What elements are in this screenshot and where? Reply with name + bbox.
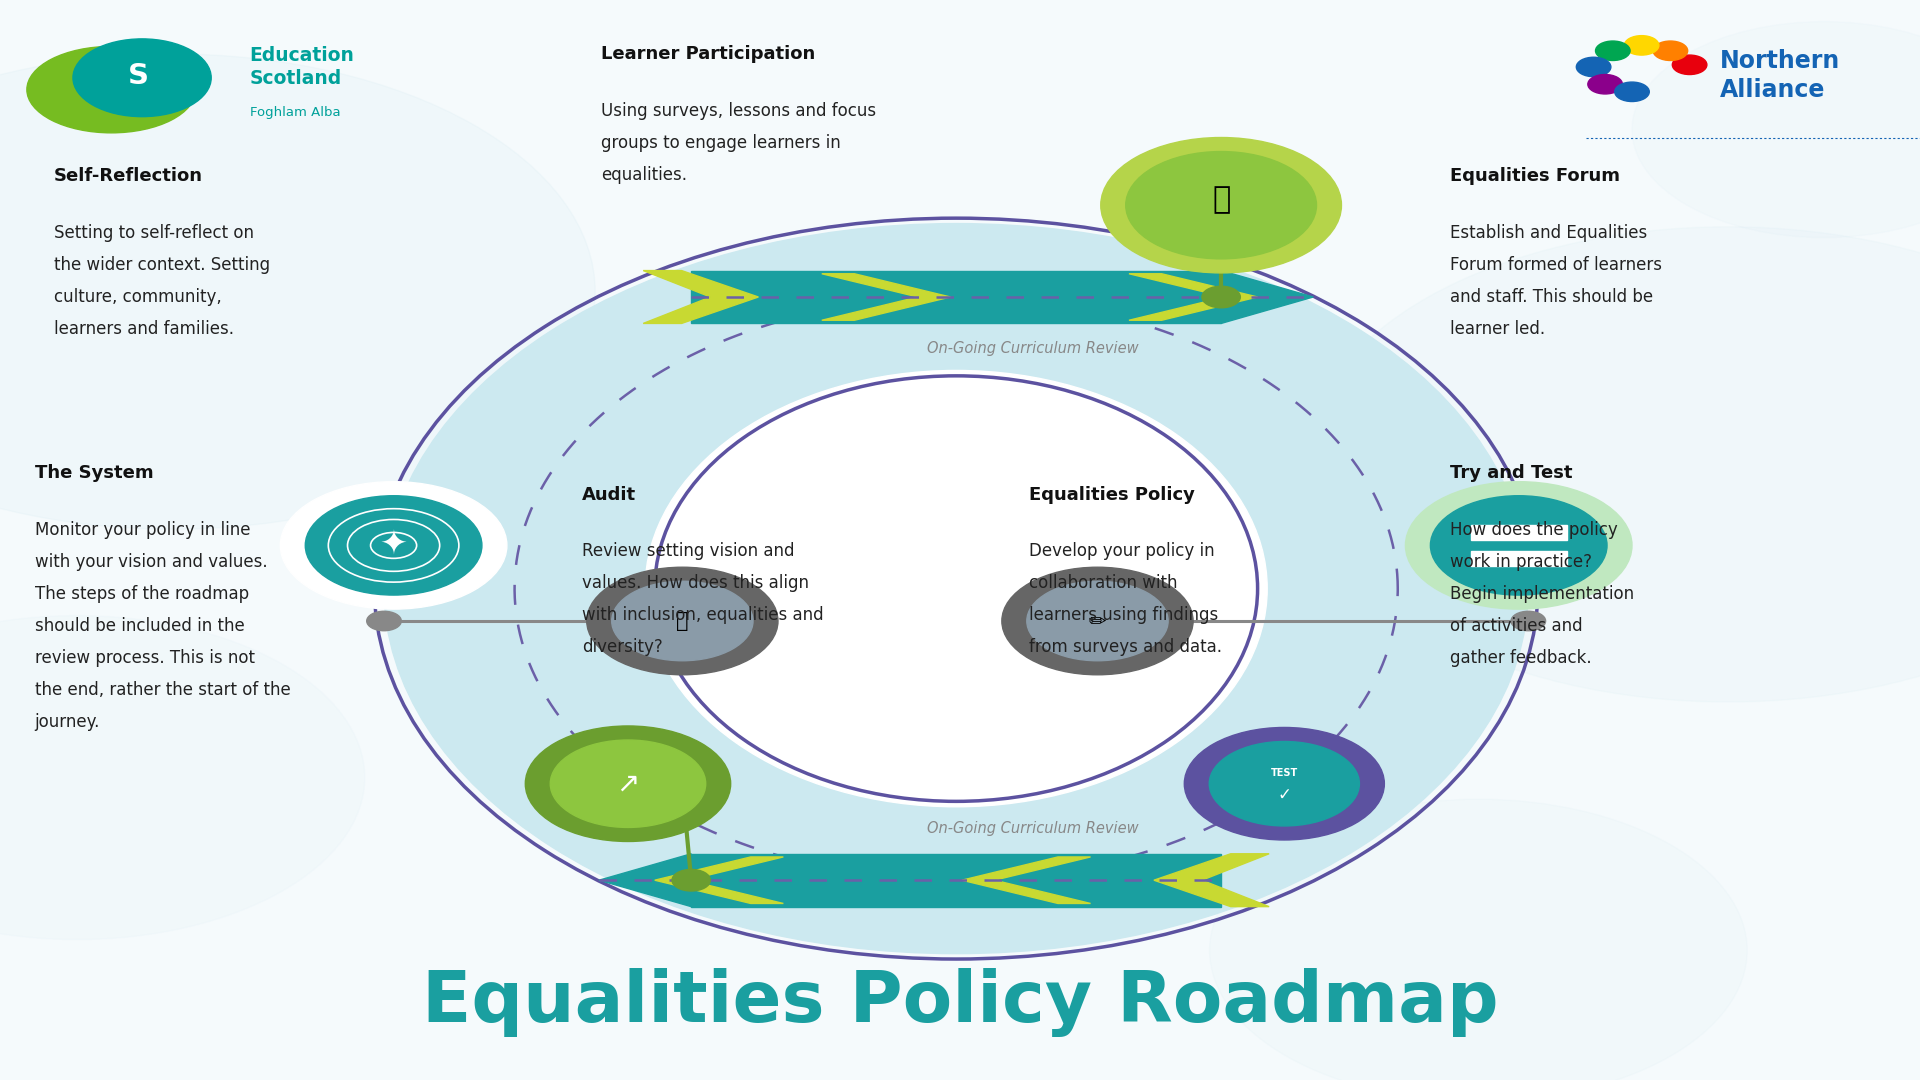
Text: Setting to self-reflect on
the wider context. Setting
culture, community,
learne: Setting to self-reflect on the wider con…	[54, 224, 271, 338]
Text: Review setting vision and
values. How does this align
with inclusion, equalities: Review setting vision and values. How do…	[582, 542, 824, 657]
Circle shape	[1306, 227, 1920, 702]
Text: ✓: ✓	[1277, 785, 1292, 804]
Polygon shape	[599, 854, 691, 906]
Circle shape	[73, 39, 211, 117]
Text: The System: The System	[35, 464, 154, 483]
Text: ✏: ✏	[1089, 611, 1106, 631]
Circle shape	[1125, 151, 1317, 259]
Circle shape	[1596, 41, 1630, 60]
Circle shape	[0, 54, 595, 529]
Text: S: S	[129, 62, 148, 90]
Text: On-Going Curriculum Review: On-Going Curriculum Review	[927, 341, 1139, 356]
Text: Develop your policy in
collaboration with
learners using findings
from surveys a: Develop your policy in collaboration wit…	[1029, 542, 1223, 657]
Circle shape	[1588, 75, 1622, 94]
Text: 👥: 👥	[676, 611, 689, 631]
Polygon shape	[962, 856, 1091, 904]
Circle shape	[1653, 41, 1688, 60]
FancyBboxPatch shape	[1471, 551, 1567, 566]
Text: Learner Participation: Learner Participation	[601, 45, 816, 64]
Text: TEST: TEST	[1271, 768, 1298, 778]
Circle shape	[1615, 82, 1649, 102]
Text: How does the policy
work in practice?
Begin implementation
of activities and
gat: How does the policy work in practice? Be…	[1450, 521, 1634, 666]
Circle shape	[367, 611, 401, 631]
Circle shape	[1624, 36, 1659, 55]
Ellipse shape	[384, 224, 1528, 954]
Ellipse shape	[645, 370, 1267, 807]
Text: Monitor your policy in line
with your vision and values.
The steps of the roadma: Monitor your policy in line with your vi…	[35, 521, 290, 730]
Circle shape	[1210, 742, 1359, 826]
Circle shape	[588, 567, 778, 675]
Circle shape	[1511, 611, 1546, 631]
Circle shape	[1430, 496, 1607, 595]
Circle shape	[1027, 581, 1167, 661]
FancyBboxPatch shape	[691, 271, 1221, 323]
Text: Equalities Policy: Equalities Policy	[1029, 486, 1194, 504]
Text: Using surveys, lessons and focus
groups to engage learners in
equalities.: Using surveys, lessons and focus groups …	[601, 102, 876, 184]
Text: Audit: Audit	[582, 486, 636, 504]
Polygon shape	[1221, 271, 1313, 323]
Text: On-Going Curriculum Review: On-Going Curriculum Review	[927, 821, 1139, 836]
Circle shape	[1576, 57, 1611, 77]
Text: Equalities Policy Roadmap: Equalities Policy Roadmap	[422, 968, 1498, 1037]
Polygon shape	[1129, 273, 1258, 321]
Polygon shape	[822, 273, 950, 321]
Circle shape	[1405, 482, 1632, 609]
Polygon shape	[1154, 854, 1269, 906]
Circle shape	[1672, 55, 1707, 75]
Text: Northern
Alliance: Northern Alliance	[1720, 49, 1841, 103]
Circle shape	[1002, 567, 1192, 675]
Text: ✦: ✦	[380, 529, 407, 562]
Text: Try and Test: Try and Test	[1450, 464, 1572, 483]
Ellipse shape	[27, 46, 196, 133]
Circle shape	[551, 740, 707, 827]
Text: Establish and Equalities
Forum formed of learners
and staff. This should be
lear: Establish and Equalities Forum formed of…	[1450, 224, 1661, 338]
Circle shape	[305, 496, 482, 595]
Circle shape	[1210, 799, 1747, 1080]
Circle shape	[612, 581, 753, 661]
Text: Equalities Forum: Equalities Forum	[1450, 167, 1620, 186]
Circle shape	[0, 616, 365, 940]
Polygon shape	[655, 856, 783, 904]
Text: 💬: 💬	[1212, 186, 1231, 214]
Circle shape	[1185, 728, 1384, 840]
Circle shape	[672, 869, 710, 891]
Circle shape	[1632, 22, 1920, 238]
Text: ↗: ↗	[616, 770, 639, 798]
Text: Self-Reflection: Self-Reflection	[54, 167, 204, 186]
Circle shape	[280, 482, 507, 609]
Circle shape	[1100, 137, 1342, 273]
Circle shape	[526, 726, 732, 841]
FancyBboxPatch shape	[1471, 525, 1567, 540]
FancyBboxPatch shape	[691, 854, 1221, 906]
Text: Education
Scotland: Education Scotland	[250, 45, 355, 89]
Polygon shape	[643, 271, 758, 323]
Text: Foghlam Alba: Foghlam Alba	[250, 106, 340, 119]
Circle shape	[1202, 286, 1240, 308]
